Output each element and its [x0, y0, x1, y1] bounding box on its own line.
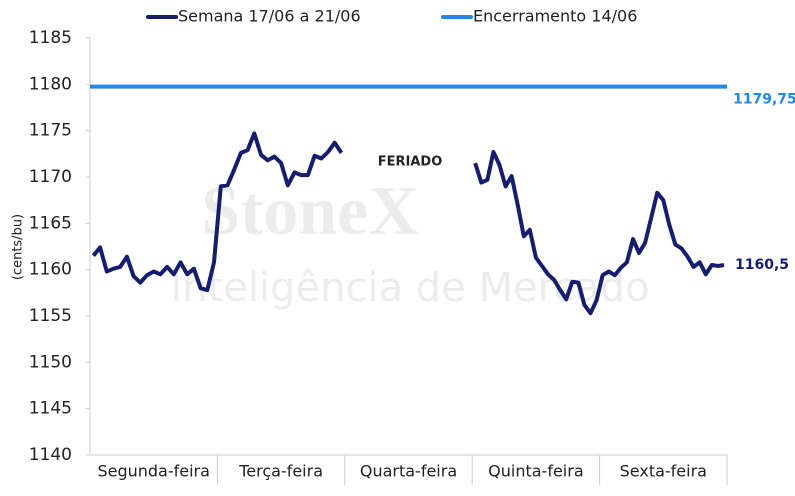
x-tick-label: Sexta-feira	[620, 462, 707, 481]
y-tick-label: 1175	[29, 121, 72, 141]
y-tick-label: 1185	[29, 28, 72, 48]
y-tick-label: 1145	[29, 399, 72, 419]
legend-label: Semana 17/06 a 21/06	[178, 7, 361, 26]
legend-label: Encerramento 14/06	[473, 7, 637, 26]
y-axis-label: (cents/bu)	[11, 214, 26, 280]
x-tick-label: Segunda-feira	[97, 462, 209, 481]
x-tick-label: Quinta-feira	[488, 462, 583, 481]
y-tick-label: 1155	[29, 306, 72, 326]
y-tick-label: 1150	[29, 352, 72, 372]
y-tick-label: 1165	[29, 213, 72, 233]
value-label: 1160,5	[735, 257, 789, 273]
value-label: 1179,75	[733, 92, 795, 108]
y-tick-label: 1140	[29, 445, 72, 465]
x-tick-label: Quarta-feira	[360, 462, 457, 481]
watermark: StoneX	[201, 173, 419, 250]
x-tick-label: Terça-feira	[238, 462, 323, 481]
watermark: Inteligência de Mercado	[170, 265, 649, 311]
y-tick-label: 1160	[29, 260, 72, 280]
y-tick-label: 1170	[29, 167, 72, 187]
annotation: FERIADO	[378, 155, 443, 170]
y-tick-label: 1180	[29, 74, 72, 94]
series-line	[91, 131, 725, 316]
